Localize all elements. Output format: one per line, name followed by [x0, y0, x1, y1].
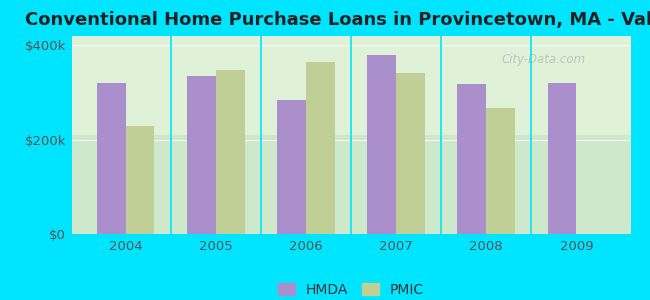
- Bar: [486, 108, 515, 234]
- Bar: [125, 126, 155, 234]
- Text: City-Data.com: City-Data.com: [502, 53, 586, 66]
- Bar: [547, 83, 577, 234]
- Bar: [277, 100, 306, 234]
- Bar: [458, 84, 486, 234]
- Bar: [396, 73, 425, 234]
- Bar: [97, 83, 125, 234]
- Legend: HMDA, PMIC: HMDA, PMIC: [272, 277, 430, 300]
- Bar: [367, 55, 396, 234]
- Bar: [187, 76, 216, 234]
- Title: Conventional Home Purchase Loans in Provincetown, MA - Value: Conventional Home Purchase Loans in Prov…: [25, 11, 650, 29]
- Bar: [216, 70, 244, 234]
- Bar: [306, 62, 335, 234]
